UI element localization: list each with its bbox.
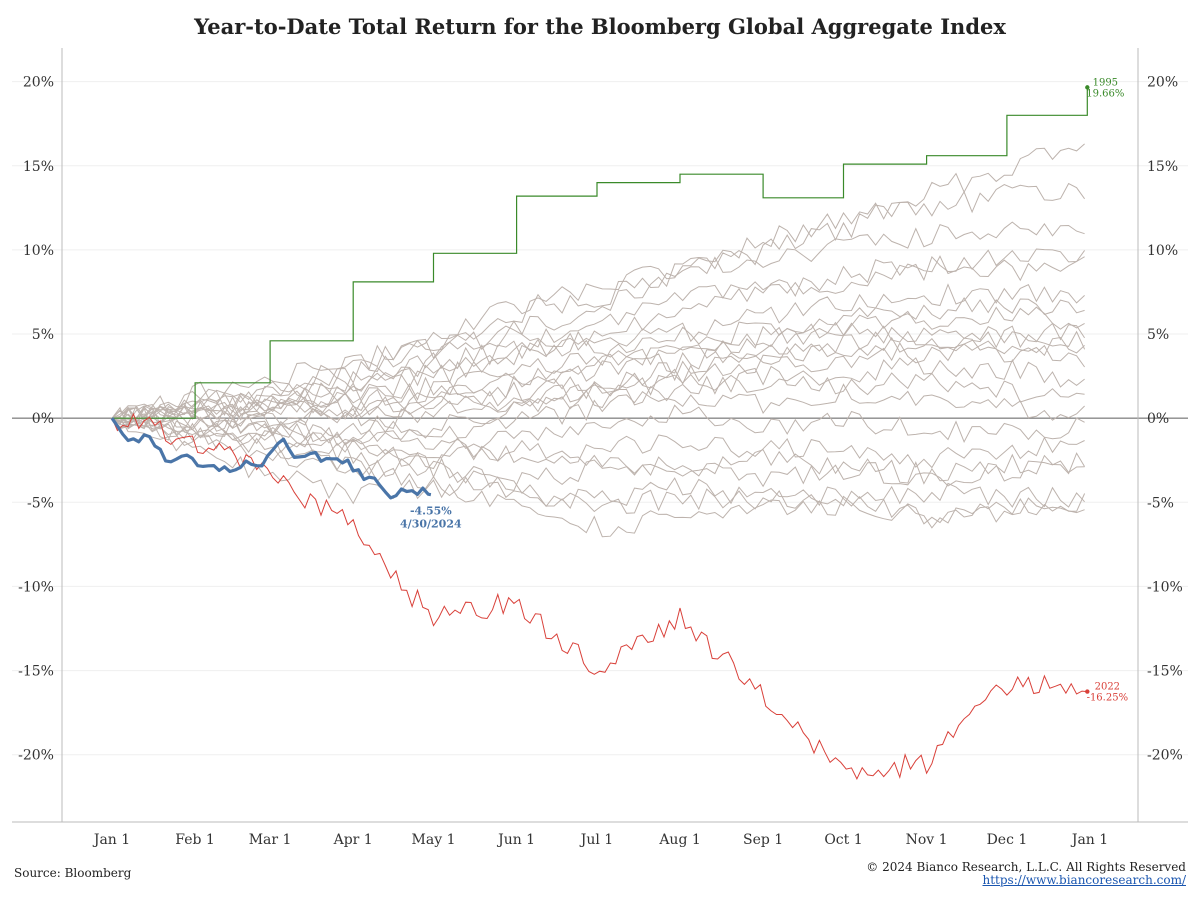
label-2024-date: 4/30/2024 [400, 518, 462, 531]
y-tick-label-right: 0% [1147, 411, 1169, 427]
y-tick-label-right: -15% [1147, 664, 1183, 680]
y-tick-label-left: -20% [18, 748, 54, 764]
history-series-line [111, 248, 1086, 423]
label-1995-value: 19.66% [1086, 88, 1124, 99]
label-2022-year: 2022 [1095, 682, 1120, 693]
x-tick-label: Jul 1 [579, 832, 613, 848]
history-series-line [111, 413, 1086, 485]
grid-layer [12, 81, 1188, 756]
series-line-2022 [111, 412, 1088, 781]
x-tick-label: Jan 1 [92, 832, 130, 848]
history-series-line [111, 255, 1085, 432]
y-tick-label-left: 10% [23, 243, 54, 259]
x-tick-label: Nov 1 [906, 832, 948, 848]
history-series-line [111, 283, 1085, 426]
history-series-line [111, 336, 1085, 426]
y-tick-label-right: 5% [1147, 327, 1169, 343]
y-tick-label-left: 20% [23, 75, 54, 91]
x-tick-label: Jan 1 [1070, 832, 1108, 848]
x-tick-label: Apr 1 [333, 832, 373, 848]
series-line-2024 [110, 417, 432, 500]
label-2022-value: -16.25% [1087, 693, 1129, 704]
history-series-line [111, 321, 1086, 420]
label-1995-year: 1995 [1093, 77, 1118, 88]
x-tick-label: Feb 1 [175, 832, 215, 848]
x-tick-label: Aug 1 [658, 832, 700, 848]
history-series-line [111, 410, 1085, 469]
history-series-line [111, 221, 1085, 421]
x-tick-label: Sep 1 [743, 832, 783, 848]
x-tick-label: Oct 1 [824, 832, 862, 848]
history-series-line [111, 143, 1085, 424]
website-link[interactable]: https://www.biancoresearch.com/ [982, 873, 1186, 887]
x-tick-label: Mar 1 [249, 832, 292, 848]
y-tick-label-right: -10% [1147, 579, 1183, 595]
series-end-dot-2022 [1085, 689, 1090, 694]
y-tick-label-left: 5% [32, 327, 54, 343]
series-line-1995 [112, 87, 1088, 419]
y-tick-label-right: 20% [1147, 75, 1178, 91]
x-tick-label: Dec 1 [987, 832, 1028, 848]
history-series-line [111, 403, 1085, 529]
y-tick-label-right: -5% [1147, 495, 1174, 511]
history-series-line [111, 322, 1086, 435]
history-series-line [111, 416, 1085, 510]
y-tick-label-left: -15% [18, 664, 54, 680]
source-note: Source: Bloomberg [14, 866, 132, 880]
series-end-dot-1995 [1085, 85, 1090, 90]
axis-layer: 20% 20% 15% 15% 10% 10% 5% 5% 0% 0% -5% -5% -10% -10%… [12, 48, 1188, 848]
history-series-line [111, 417, 1086, 538]
history-series-line [111, 383, 1085, 446]
history-series-line [111, 325, 1086, 437]
history-series-line [111, 182, 1086, 424]
history-series-layer [111, 143, 1086, 538]
x-tick-label: May 1 [412, 832, 456, 848]
y-tick-label-left: -5% [27, 495, 54, 511]
y-tick-label-left: 0% [32, 411, 54, 427]
x-tick-label: Jun 1 [496, 832, 535, 848]
y-tick-label-right: -20% [1147, 748, 1183, 764]
y-tick-label-right: 15% [1147, 159, 1178, 175]
chart-title: Year-to-Date Total Return for the Bloomb… [194, 14, 1006, 39]
history-series-line [111, 306, 1085, 436]
highlight-series-layer [110, 85, 1090, 781]
y-tick-label-left: 15% [23, 159, 54, 175]
y-tick-label-left: -10% [18, 579, 54, 595]
label-2024-value: -4.55% [410, 505, 452, 518]
y-tick-label-right: 10% [1147, 243, 1178, 259]
copyright-note: © 2024 Bianco Research, L.L.C. All Right… [866, 860, 1186, 874]
